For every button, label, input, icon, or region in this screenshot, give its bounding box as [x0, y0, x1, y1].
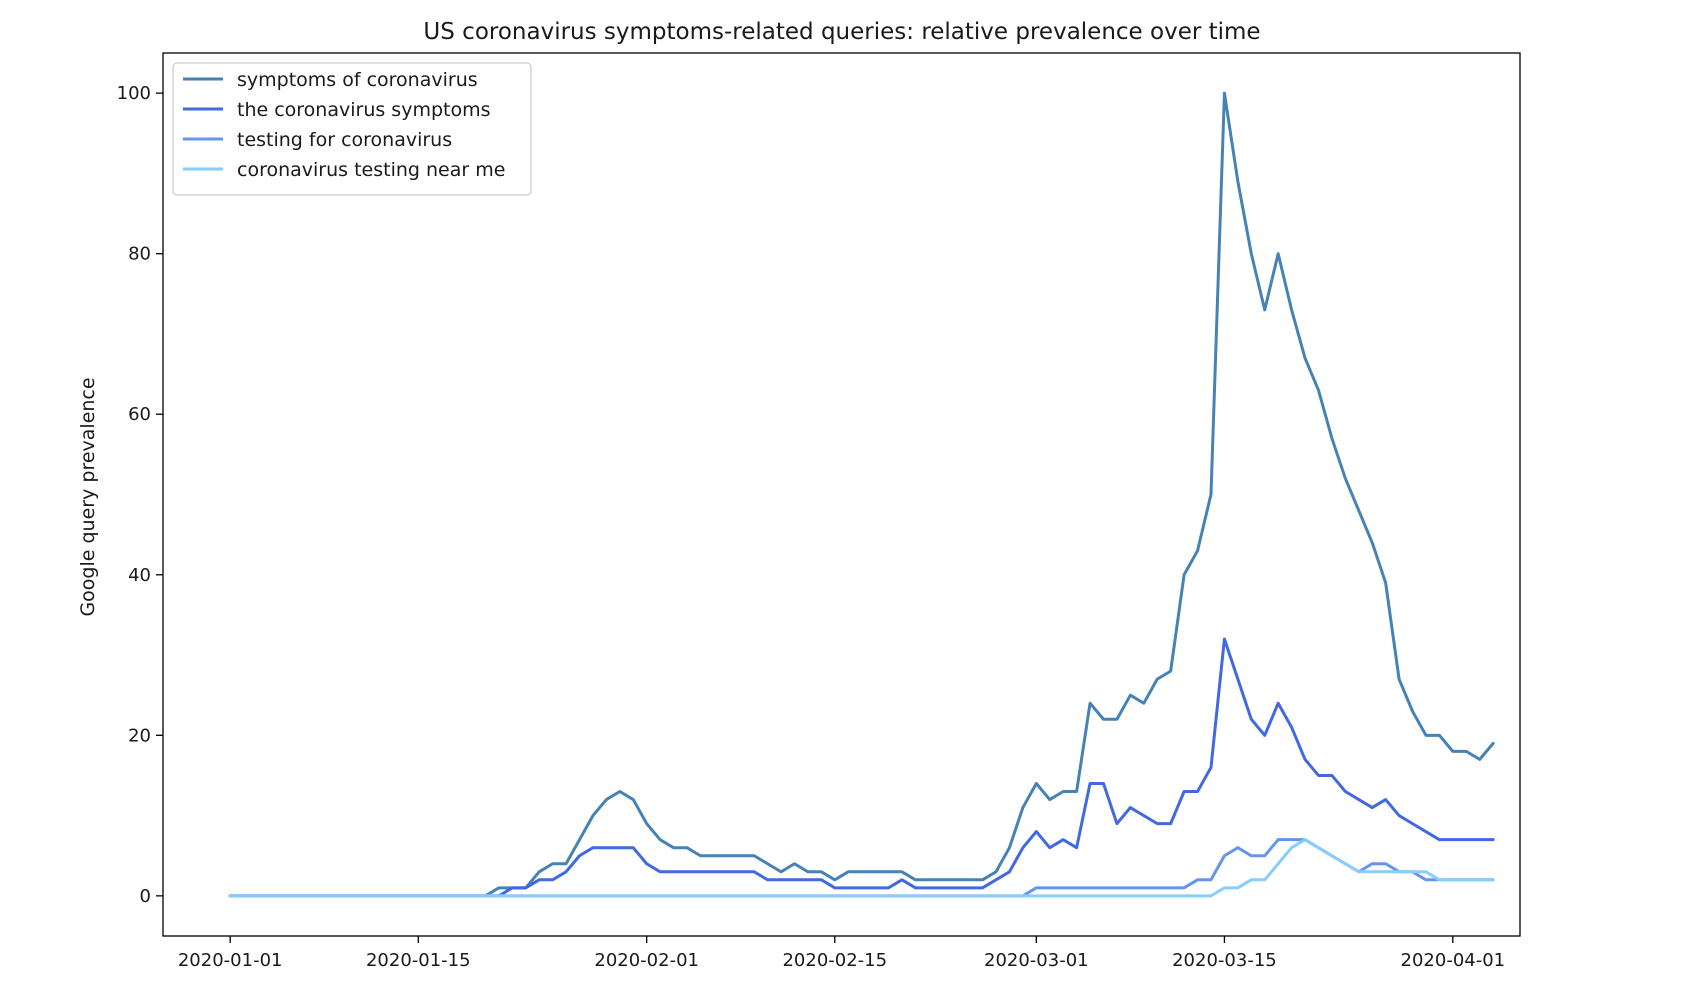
series-line-2: [228, 637, 1495, 898]
y-tick-label: 100: [117, 83, 151, 104]
y-axis-ticks: 0 20 40 60 80 100: [117, 83, 163, 907]
x-tick-label: 2020-04-01: [1401, 950, 1506, 971]
chart-title: US coronavirus symptoms-related queries:…: [423, 19, 1260, 45]
legend-label-2: the coronavirus symptoms: [237, 99, 491, 121]
series-line-4: [228, 838, 1495, 898]
y-tick-label: 0: [140, 886, 151, 907]
y-tick-label: 60: [128, 404, 151, 425]
legend-label-4: coronavirus testing near me: [237, 159, 505, 181]
legend-label-1: symptoms of coronavirus: [237, 69, 478, 91]
y-tick-label: 40: [128, 565, 151, 586]
legend: symptoms of coronavirus the coronavirus s…: [172, 62, 532, 196]
y-tick-label: 80: [128, 244, 151, 265]
legend-box: [172, 62, 532, 196]
x-tick-label: 2020-03-15: [1172, 950, 1277, 971]
x-tick-label: 2020-02-01: [594, 950, 699, 971]
x-axis-ticks: 2020-01-01 2020-01-15 2020-02-01 2020-02-15…: [178, 936, 1505, 971]
legend-label-3: testing for coronavirus: [237, 129, 452, 151]
x-tick-label: 2020-01-01: [178, 950, 283, 971]
series-line-1: [228, 91, 1495, 898]
x-tick-label: 2020-02-15: [782, 950, 887, 971]
x-tick-label: 2020-01-15: [366, 950, 471, 971]
x-tick-label: 2020-03-01: [984, 950, 1089, 971]
series-layer: [228, 91, 1495, 898]
y-tick-label: 20: [128, 725, 151, 746]
y-axis-title: Google query prevalence: [77, 377, 99, 616]
plot-frame: [162, 52, 1521, 937]
